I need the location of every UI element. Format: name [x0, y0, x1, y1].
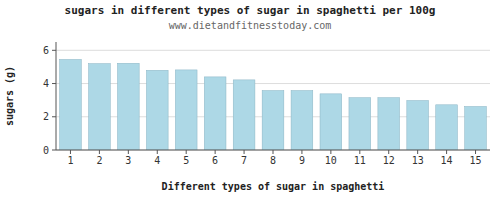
y-axis-label: sugars (g) [4, 66, 15, 126]
y-grid [56, 50, 490, 150]
y-tick-label: 0 [43, 145, 49, 156]
bar [175, 70, 197, 150]
x-tick-label: 12 [383, 155, 395, 166]
x-tick-label: 8 [270, 155, 276, 166]
y-tick [52, 150, 56, 151]
x-tick-label: 15 [470, 155, 482, 166]
x-tick [215, 150, 216, 154]
bar [291, 91, 313, 150]
bar [320, 94, 342, 150]
x-axis-label: Different types of sugar in spaghetti [162, 181, 385, 192]
bar [378, 98, 400, 150]
bar [60, 59, 82, 150]
x-tick-label: 4 [154, 155, 160, 166]
chart-container: sugars in different types of sugar in sp… [0, 0, 500, 200]
y-tick [52, 116, 56, 117]
y-tick-label: 4 [43, 78, 49, 89]
x-tick [128, 150, 129, 154]
y-axis-line [56, 42, 57, 150]
x-tick-label: 13 [412, 155, 424, 166]
grid-line [56, 50, 490, 51]
x-tick-label: 11 [354, 155, 366, 166]
subtitle: www.dietandfitnesstoday.com [169, 20, 332, 31]
x-tick-label: 14 [441, 155, 453, 166]
bar [233, 80, 255, 150]
x-tick [301, 150, 302, 154]
y-tick-label: 2 [43, 111, 49, 122]
bar [407, 100, 429, 150]
y-tick [52, 50, 56, 51]
x-tick [475, 150, 476, 154]
x-tick [388, 150, 389, 154]
bar [465, 106, 487, 150]
x-tick [273, 150, 274, 154]
y-tick-label: 6 [43, 45, 49, 56]
x-tick-label: 6 [212, 155, 218, 166]
bar [436, 105, 458, 150]
x-tick [99, 150, 100, 154]
x-tick-label: 3 [125, 155, 131, 166]
x-tick-label: 7 [241, 155, 247, 166]
x-tick [417, 150, 418, 154]
bar [204, 77, 226, 150]
x-tick [446, 150, 447, 154]
bar [117, 63, 139, 150]
x-tick [157, 150, 158, 154]
x-tick [70, 150, 71, 154]
bar [146, 70, 168, 150]
bar [89, 64, 111, 150]
x-tick [244, 150, 245, 154]
x-tick [186, 150, 187, 154]
x-tick-label: 10 [325, 155, 337, 166]
chart-svg: sugars in different types of sugar in sp… [0, 0, 500, 200]
x-tick-label: 9 [299, 155, 305, 166]
bar [262, 91, 284, 150]
bar [349, 98, 371, 150]
y-tick [52, 83, 56, 84]
x-tick [359, 150, 360, 154]
x-tick-label: 2 [96, 155, 102, 166]
x-tick-label: 5 [183, 155, 189, 166]
title: sugars in different types of sugar in sp… [65, 4, 436, 17]
x-tick [330, 150, 331, 154]
bars [60, 59, 487, 150]
x-tick-label: 1 [67, 155, 73, 166]
